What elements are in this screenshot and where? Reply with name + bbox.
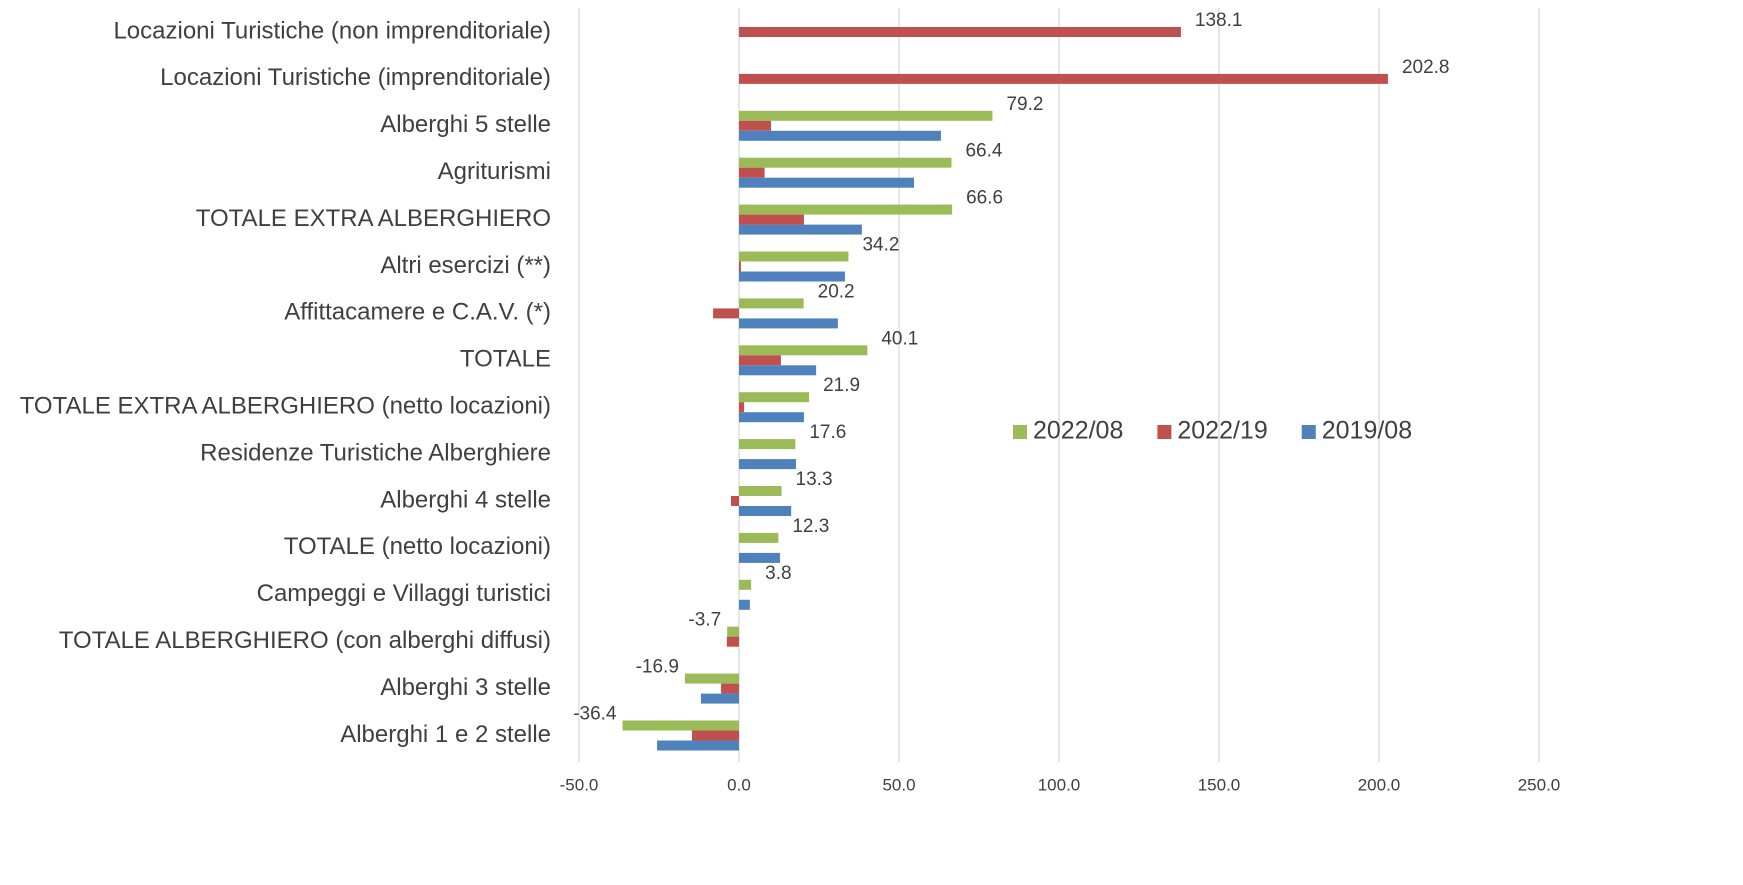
bar (739, 167, 765, 178)
legend-swatch (1301, 425, 1316, 439)
bar (739, 599, 750, 610)
data-label: -36.4 (573, 704, 617, 725)
category-label: TOTALE ALBERGHIERO (con alberghi diffusi… (59, 627, 551, 654)
bar (739, 298, 804, 309)
bar (739, 459, 796, 470)
data-label: 20.2 (818, 281, 855, 302)
bar (700, 693, 739, 704)
data-label: 12.3 (792, 516, 829, 537)
bar (739, 355, 781, 366)
category-label: Locazioni Turistiche (imprenditoriale) (160, 64, 551, 91)
bar (739, 579, 752, 590)
bar (726, 636, 739, 647)
bar (739, 365, 817, 376)
data-label: 202.8 (1402, 57, 1450, 78)
legend-label: 2019/08 (1322, 417, 1412, 445)
category-label: TOTALE (460, 346, 551, 373)
x-tick-label: 250.0 (1518, 775, 1561, 794)
bar (739, 318, 838, 329)
category-label: TOTALE (netto locazioni) (284, 533, 551, 560)
bar (739, 204, 953, 215)
category-label: Alberghi 4 stelle (380, 486, 551, 513)
bar (739, 157, 952, 168)
bar (739, 439, 796, 450)
x-tick-label: 100.0 (1038, 775, 1081, 794)
legend-label: 2022/19 (1177, 417, 1267, 445)
bar (739, 120, 771, 131)
bar (721, 683, 739, 694)
bar (739, 532, 779, 543)
bar (691, 730, 739, 741)
data-label: -16.9 (636, 657, 679, 678)
bar (727, 626, 739, 637)
bar (739, 261, 741, 272)
legend-swatch (1157, 425, 1172, 439)
legend-label: 2022/08 (1033, 417, 1123, 445)
data-label: 79.2 (1006, 94, 1043, 115)
bar (657, 740, 739, 751)
category-label: TOTALE EXTRA ALBERGHIERO (netto locazion… (20, 393, 551, 420)
bar (739, 251, 849, 262)
bar (739, 177, 915, 188)
bar (739, 110, 993, 121)
data-label: 34.2 (862, 235, 899, 256)
category-label: Residenze Turistiche Alberghiere (200, 439, 551, 466)
data-label: 66.4 (965, 141, 1002, 162)
category-label: Alberghi 3 stelle (380, 674, 551, 701)
bar (739, 271, 845, 282)
category-label: Affittacamere e C.A.V. (*) (284, 299, 551, 326)
bar (739, 224, 862, 235)
legend-swatch (1013, 425, 1027, 439)
bar (739, 214, 804, 225)
bar (739, 412, 804, 423)
data-label: 17.6 (809, 422, 846, 443)
bar (739, 130, 941, 141)
data-label: 21.9 (823, 375, 860, 396)
data-label: 3.8 (765, 563, 791, 584)
x-tick-label: 150.0 (1198, 775, 1241, 794)
data-label: 13.3 (796, 469, 833, 490)
bar (739, 486, 782, 496)
bar (739, 73, 1388, 84)
bar (739, 27, 1181, 37)
data-label: 40.1 (881, 328, 918, 349)
x-tick-label: 50.0 (882, 775, 915, 794)
category-label: Altri esercizi (**) (380, 252, 551, 279)
category-label: Agriturismi (438, 158, 551, 185)
bar (684, 673, 739, 684)
bar (622, 720, 739, 731)
category-label: Alberghi 1 e 2 stelle (340, 721, 551, 748)
x-tick-label: 0.0 (727, 775, 751, 794)
data-label: 138.1 (1195, 10, 1243, 31)
bar (739, 552, 780, 563)
bar (739, 402, 745, 413)
x-tick-label: 200.0 (1358, 775, 1401, 794)
data-label: 66.6 (966, 188, 1003, 209)
bar (739, 506, 792, 516)
bar (731, 496, 739, 506)
category-label: Alberghi 5 stelle (380, 111, 551, 138)
bar (739, 345, 868, 356)
category-label: Campeggi e Villaggi turistici (257, 580, 551, 607)
x-tick-label: -50.0 (560, 775, 599, 794)
bar (713, 308, 739, 319)
bar (739, 392, 810, 403)
category-label: Locazioni Turistiche (non imprenditorial… (113, 17, 551, 44)
category-label: TOTALE EXTRA ALBERGHIERO (196, 205, 551, 232)
data-label: -3.7 (688, 610, 721, 631)
